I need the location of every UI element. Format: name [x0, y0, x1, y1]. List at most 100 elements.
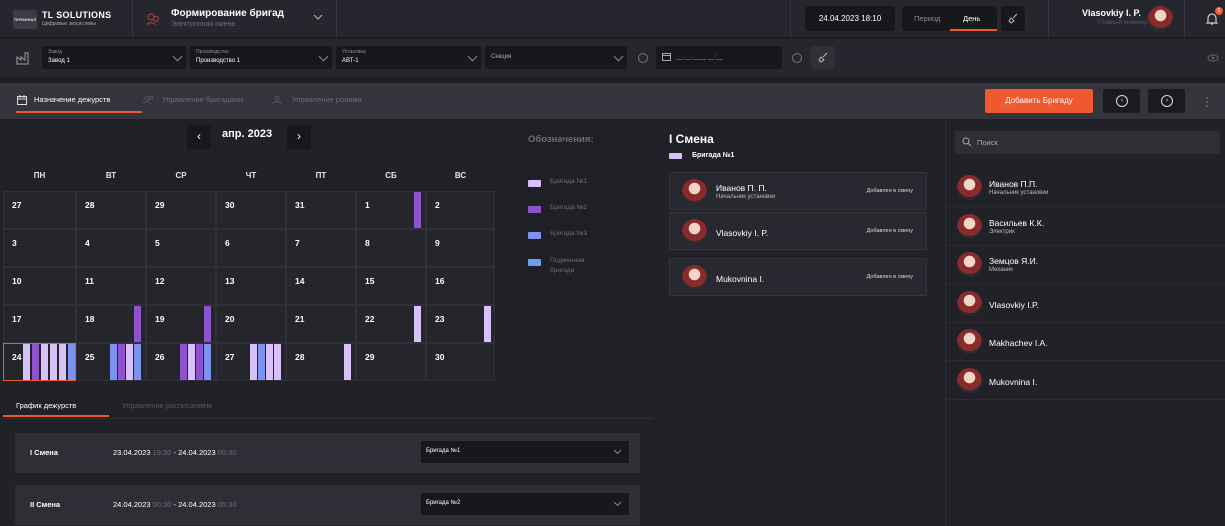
- person-name: Vlasovkiy I.P.: [989, 299, 1039, 310]
- calendar-day[interactable]: 30: [426, 343, 495, 381]
- brigade-select[interactable]: Бригада №1: [421, 441, 629, 463]
- day-number: 1: [365, 200, 370, 210]
- prev-button[interactable]: ‹: [1103, 89, 1140, 113]
- divider: [132, 0, 133, 38]
- member-name: Vlasovkiy I. P.: [716, 228, 769, 238]
- production-select[interactable]: Производство Производство 1: [190, 46, 332, 69]
- day-number: 12: [155, 276, 165, 286]
- calendar-day[interactable]: 20: [216, 305, 286, 343]
- tab-role-management[interactable]: Управление ролями: [292, 95, 362, 104]
- next-button[interactable]: ›: [1148, 89, 1185, 113]
- calendar-day[interactable]: 29: [356, 343, 426, 381]
- legend-swatch: [528, 259, 541, 266]
- calendar-day[interactable]: 8: [356, 229, 426, 267]
- calendar-icon: [17, 95, 27, 105]
- duty-bar: [258, 344, 265, 380]
- eye-icon[interactable]: [1207, 54, 1219, 62]
- date-input[interactable]: __.__.____ __:__: [656, 46, 782, 69]
- calendar-day[interactable]: 5: [146, 229, 216, 267]
- member-card[interactable]: Mukovnina I. Добавлен в смену: [669, 258, 927, 296]
- clear-button[interactable]: [1001, 6, 1025, 31]
- divider: [0, 418, 654, 419]
- section-select[interactable]: Секция: [485, 46, 627, 69]
- calendar-day[interactable]: 9: [426, 229, 495, 267]
- brigade-select[interactable]: Бригада №2: [421, 493, 629, 515]
- person-item[interactable]: Vlasovkiy I.P.: [945, 285, 1225, 323]
- divider: [1048, 0, 1049, 38]
- factory-icon: [16, 52, 29, 65]
- shift-row[interactable]: II Смена 24.04.2023 00:30 - 24.04.2023 0…: [15, 485, 640, 525]
- calendar-day[interactable]: 4: [76, 229, 146, 267]
- person-item[interactable]: Makhachev I.A.: [945, 323, 1225, 361]
- month-label: апр. 2023: [222, 128, 273, 140]
- calendar-day[interactable]: 17: [3, 305, 76, 343]
- duty-bar: [41, 344, 48, 380]
- calendar-day[interactable]: 6: [216, 229, 286, 267]
- module-chevron-down-icon[interactable]: [313, 13, 323, 21]
- clock-icon[interactable]: [638, 53, 648, 63]
- calendar-day[interactable]: 14: [286, 267, 356, 305]
- tab-duty-assignment[interactable]: Назначение дежурств: [34, 95, 111, 104]
- shift-row[interactable]: I Смена 23.04.2023 19:30 - 24.04.2023 00…: [15, 433, 640, 473]
- day-number: 4: [85, 238, 90, 248]
- calendar-day[interactable]: 2: [426, 191, 495, 229]
- day-number: 2: [435, 200, 440, 210]
- calendar-day[interactable]: 23: [426, 305, 495, 343]
- person-avatar: [957, 175, 982, 200]
- arrow-right-icon: ›: [1161, 95, 1173, 107]
- calendar-day[interactable]: 10: [3, 267, 76, 305]
- duty-bar: [50, 344, 57, 380]
- calendar-day[interactable]: 12: [146, 267, 216, 305]
- calendar-day[interactable]: 27: [3, 191, 76, 229]
- clear-filters-button[interactable]: [811, 46, 835, 69]
- person-role: Начальник установки: [989, 190, 1049, 196]
- person-item[interactable]: Иванов П.П. Начальник установки: [945, 169, 1225, 207]
- person-item[interactable]: Земцов Я.И. Механик: [945, 246, 1225, 284]
- member-card[interactable]: Иванов П. П. Начальник установки Добавлен …: [669, 172, 927, 210]
- calendar-day[interactable]: 13: [216, 267, 286, 305]
- calendar-day[interactable]: 11: [76, 267, 146, 305]
- person-item[interactable]: Mukovnina I.: [945, 362, 1225, 400]
- person-item[interactable]: Васильев К.К. Электрик: [945, 208, 1225, 246]
- user-name[interactable]: Vlasovkiy I. P.: [1082, 8, 1141, 18]
- day-number: 28: [85, 200, 95, 210]
- people-icon: [143, 95, 153, 105]
- bell-icon[interactable]: [1205, 11, 1219, 26]
- clock-icon[interactable]: [792, 53, 802, 63]
- day-number: 3: [12, 238, 17, 248]
- user-avatar[interactable]: [1148, 6, 1173, 31]
- calendar-day[interactable]: 31: [286, 191, 356, 229]
- production-label: Производство: [196, 49, 229, 55]
- tab-schedule-management[interactable]: Управление расписанием: [122, 401, 212, 410]
- person-name: Mukovnina I.: [989, 376, 1038, 387]
- calendar-day[interactable]: 21: [286, 305, 356, 343]
- broom-icon: [1008, 13, 1018, 24]
- next-month-button[interactable]: ›: [287, 125, 311, 149]
- duty-bar: [180, 344, 187, 380]
- day-number: 9: [435, 238, 440, 248]
- calendar-day[interactable]: 28: [76, 191, 146, 229]
- plant-select[interactable]: Завод Завод 1: [42, 46, 186, 69]
- calendar-day[interactable]: 29: [146, 191, 216, 229]
- calendar-day[interactable]: 30: [216, 191, 286, 229]
- person-name: Makhachev I.A.: [989, 338, 1048, 348]
- calendar-day[interactable]: 15: [356, 267, 426, 305]
- search-input[interactable]: Поиск: [955, 131, 1220, 154]
- day-number: 23: [435, 314, 445, 324]
- weekday-header: ПН: [33, 171, 46, 180]
- member-card[interactable]: Vlasovkiy I. P. Добавлен в смену: [669, 212, 927, 250]
- tab-brigade-management[interactable]: Управление бригадами: [162, 95, 244, 104]
- day-number: 30: [225, 200, 235, 210]
- more-icon[interactable]: [1205, 96, 1209, 108]
- member-role: Начальник установки: [716, 194, 776, 200]
- day-number: 10: [12, 276, 22, 286]
- tab-duty-schedule[interactable]: График дежурств: [16, 401, 77, 410]
- add-brigade-button[interactable]: Добавить Бригаду: [985, 89, 1093, 113]
- calendar-day[interactable]: 16: [426, 267, 495, 305]
- prev-month-button[interactable]: ‹: [187, 125, 211, 149]
- calendar-day[interactable]: 7: [286, 229, 356, 267]
- day-option[interactable]: День: [963, 14, 981, 23]
- unit-select[interactable]: Установка АВТ-1: [336, 46, 481, 69]
- period-option[interactable]: Период: [914, 14, 941, 23]
- calendar-day[interactable]: 3: [3, 229, 76, 267]
